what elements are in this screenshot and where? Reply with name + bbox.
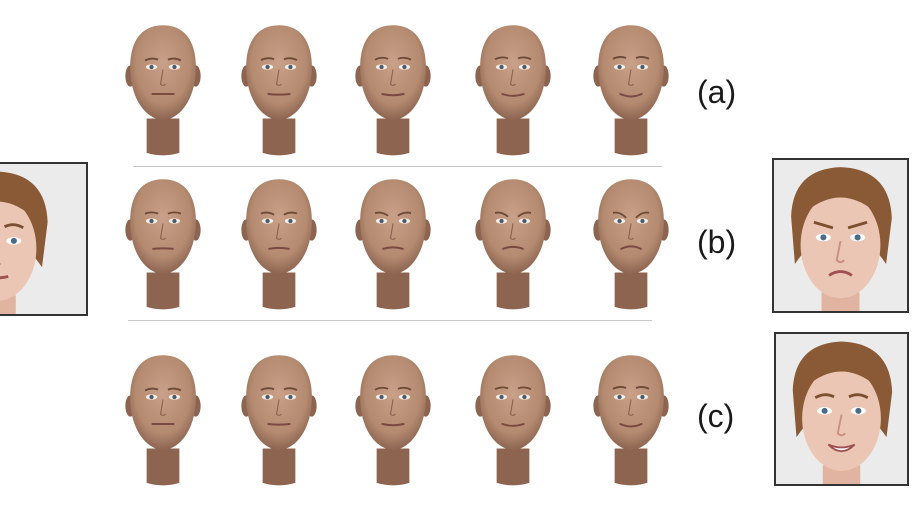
avatar-face [472, 176, 554, 311]
divider-1 [133, 166, 662, 167]
avatar-face [472, 22, 554, 157]
row-label-b: (b) [697, 224, 737, 260]
divider-2 [128, 320, 652, 321]
row-label-a: (a) [697, 74, 737, 110]
avatar-face [352, 352, 434, 487]
avatar-face [472, 352, 554, 487]
avatar-face [122, 176, 204, 311]
avatar-face [122, 352, 204, 487]
photo-neutral-left [0, 162, 88, 316]
avatar-face [590, 352, 672, 487]
avatar-face [238, 22, 320, 157]
photo-happy-right [774, 332, 909, 486]
avatar-face [352, 176, 434, 311]
avatar-face [122, 22, 204, 157]
photo-angry-right [772, 158, 909, 313]
avatar-face [238, 352, 320, 487]
avatar-face [352, 22, 434, 157]
avatar-face [590, 22, 672, 157]
avatar-face [590, 176, 672, 311]
row-label-c: (c) [697, 398, 735, 434]
avatar-face [238, 176, 320, 311]
